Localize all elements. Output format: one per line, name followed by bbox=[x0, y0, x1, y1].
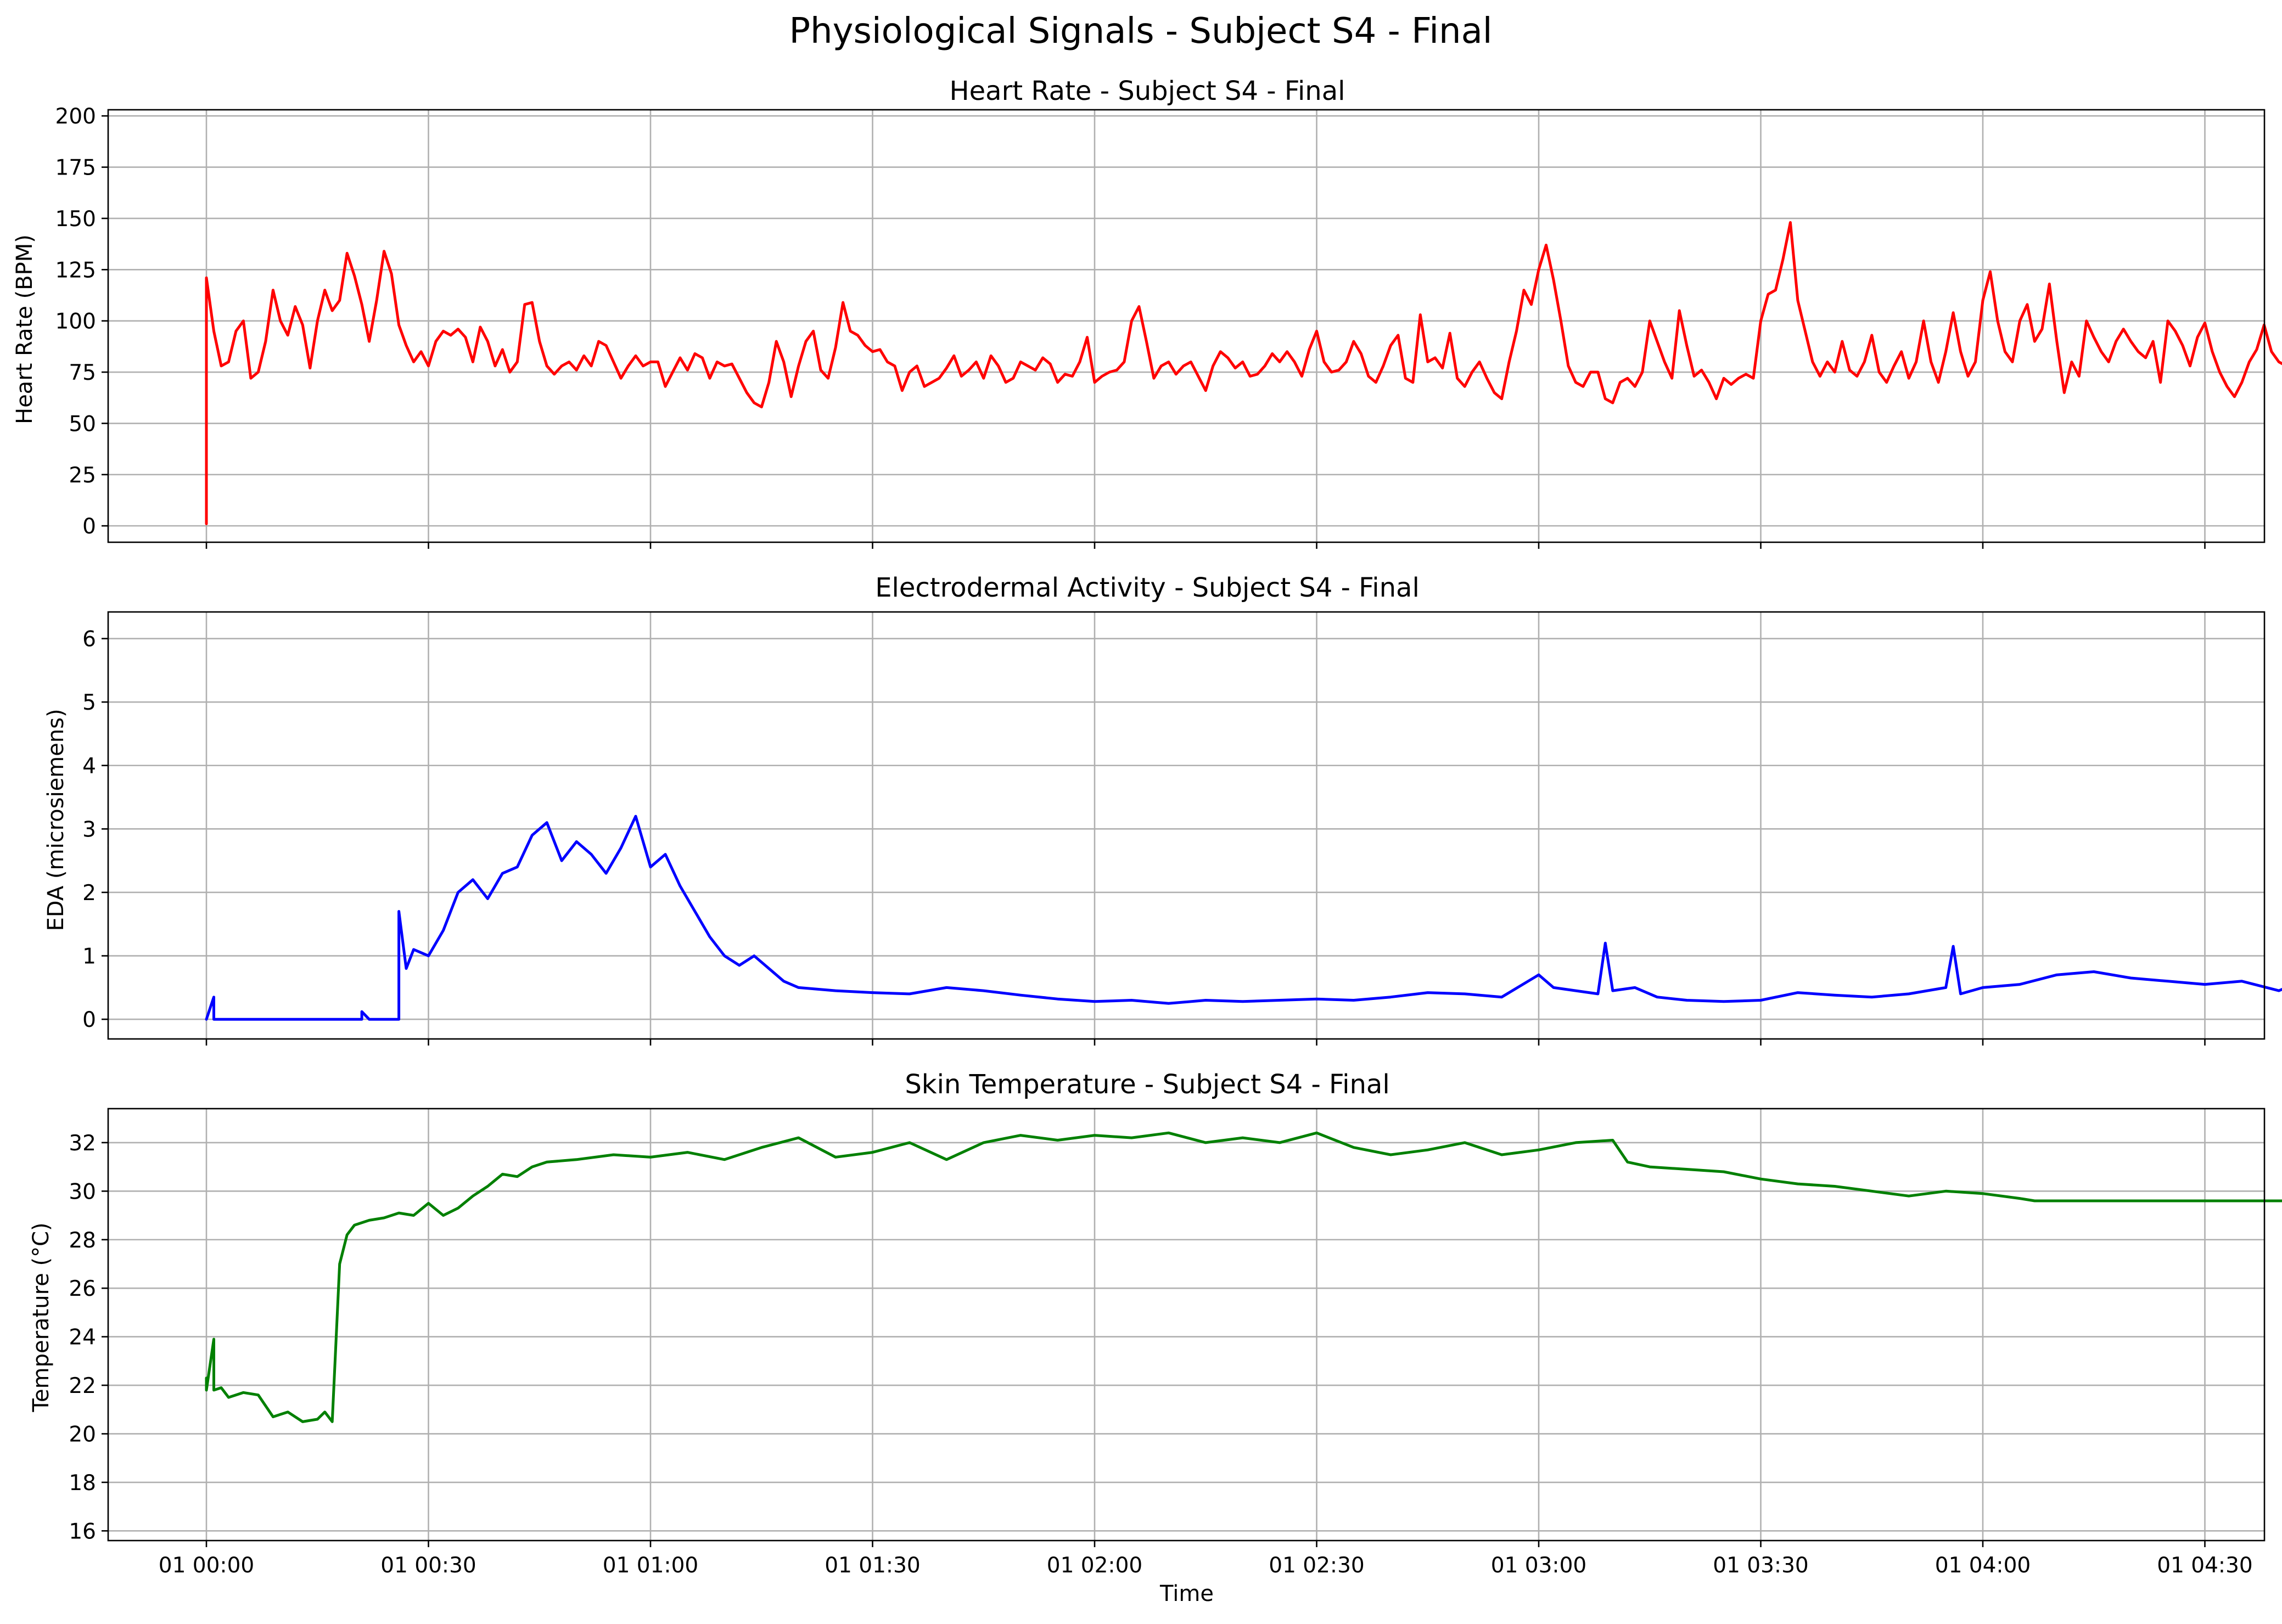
panel-title-eda: Electrodermal Activity - Subject S4 - Fi… bbox=[875, 572, 1420, 603]
panel-title-skin-temperature: Skin Temperature - Subject S4 - Final bbox=[905, 1069, 1389, 1100]
y-tick-label: 0 bbox=[82, 1008, 96, 1032]
y-tick-label: 24 bbox=[69, 1325, 96, 1350]
x-tick-label: 01 02:00 bbox=[1047, 1553, 1142, 1578]
yticks-skin-temperature: 16 18 20 22 24 26 28 30 32 bbox=[69, 1131, 108, 1544]
axes-frame-skin-temperature bbox=[107, 1108, 2266, 1542]
y-tick-label: 1 bbox=[82, 945, 96, 969]
x-tick-label: 01 01:00 bbox=[603, 1553, 698, 1578]
xticks-skin-temperature: 01 00:00 01 00:30 01 01:00 01 01:30 01 02:00… bbox=[159, 1541, 2253, 1578]
y-tick-label: 75 bbox=[69, 361, 96, 385]
y-tick-label: 30 bbox=[69, 1179, 96, 1204]
y-tick-label: 3 bbox=[82, 817, 96, 842]
grid-eda bbox=[108, 612, 2264, 1039]
y-tick-label: 20 bbox=[69, 1422, 96, 1447]
y-tick-label: 50 bbox=[69, 412, 96, 436]
panel-title-heart-rate: Heart Rate - Subject S4 - Final bbox=[950, 76, 1345, 106]
axes-frame-heart-rate bbox=[107, 109, 2266, 543]
y-tick-label: 175 bbox=[55, 156, 96, 181]
x-tick-label: 01 01:30 bbox=[825, 1553, 920, 1578]
x-tick-label: 01 00:30 bbox=[380, 1553, 476, 1578]
series-line-eda bbox=[205, 814, 2282, 1021]
y-tick-label: 18 bbox=[69, 1471, 96, 1496]
xticks-eda bbox=[205, 1039, 2206, 1046]
figure-title: Physiological Signals - Subject S4 - Fin… bbox=[789, 11, 1492, 52]
y-tick-label: 25 bbox=[69, 463, 96, 488]
y-tick-label: 2 bbox=[82, 881, 96, 906]
panel-heart-rate: Heart Rate - Subject S4 - Final Heart Ra… bbox=[12, 76, 2282, 549]
xlabel-time: Time bbox=[1159, 1581, 1214, 1606]
yticks-eda: 0 1 2 3 4 5 6 bbox=[82, 627, 108, 1032]
y-tick-label: 22 bbox=[69, 1374, 96, 1398]
panel-eda: Electrodermal Activity - Subject S4 - Fi… bbox=[43, 572, 2282, 1046]
x-tick-label: 01 00:00 bbox=[159, 1553, 254, 1578]
grid-heart-rate bbox=[108, 110, 2264, 542]
y-tick-label: 0 bbox=[82, 514, 96, 539]
y-tick-label: 28 bbox=[69, 1228, 96, 1253]
grid-skin-temperature bbox=[108, 1109, 2264, 1541]
y-tick-label: 4 bbox=[82, 754, 96, 779]
x-tick-label: 01 04:30 bbox=[2157, 1553, 2252, 1578]
y-tick-label: 150 bbox=[55, 207, 96, 232]
x-tick-label: 01 03:00 bbox=[1491, 1553, 1586, 1578]
ylabel-skin-temperature: Temperature (°C) bbox=[29, 1222, 54, 1412]
ylabel-heart-rate: Heart Rate (BPM) bbox=[12, 234, 37, 424]
ylabel-eda: EDA (microsiemens) bbox=[43, 709, 69, 931]
x-tick-label: 01 03:30 bbox=[1713, 1553, 1808, 1578]
y-tick-label: 6 bbox=[82, 627, 96, 652]
x-tick-label: 01 04:00 bbox=[1935, 1553, 2031, 1578]
x-tick-label: 01 02:30 bbox=[1269, 1553, 1364, 1578]
y-tick-label: 100 bbox=[55, 310, 96, 334]
panel-skin-temperature: Skin Temperature - Subject S4 - Final Te… bbox=[29, 1069, 2282, 1578]
y-tick-label: 5 bbox=[82, 690, 96, 715]
series-line-heart-rate bbox=[205, 221, 2282, 525]
axes-frame-eda bbox=[107, 611, 2266, 1040]
yticks-heart-rate: 0 25 50 75 100 125 150 175 200 bbox=[55, 104, 108, 539]
y-tick-label: 125 bbox=[55, 258, 96, 283]
y-tick-label: 200 bbox=[55, 104, 96, 129]
series-line-skin-temperature bbox=[205, 1131, 2282, 1423]
y-tick-label: 26 bbox=[69, 1277, 96, 1301]
y-tick-label: 32 bbox=[69, 1131, 96, 1156]
xticks-heart-rate bbox=[205, 542, 2206, 549]
y-tick-label: 16 bbox=[69, 1519, 96, 1544]
